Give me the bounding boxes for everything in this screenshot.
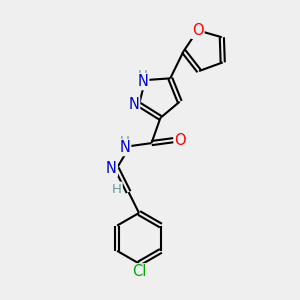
Text: H: H	[112, 183, 122, 196]
Text: H: H	[120, 135, 130, 148]
Text: N: N	[128, 97, 139, 112]
Text: H: H	[138, 69, 148, 82]
Text: N: N	[106, 161, 117, 176]
Text: N: N	[137, 74, 148, 89]
Text: N: N	[119, 140, 130, 155]
Text: O: O	[192, 23, 203, 38]
Text: Cl: Cl	[132, 264, 146, 279]
Text: O: O	[175, 133, 186, 148]
